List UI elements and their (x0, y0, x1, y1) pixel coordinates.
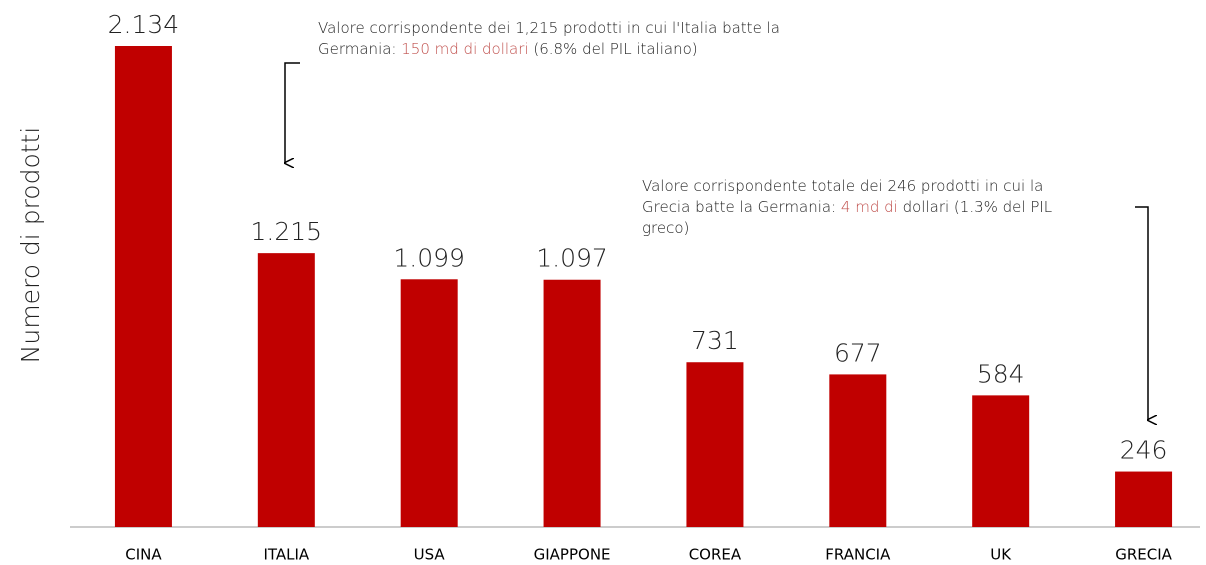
data-label: 246 (1120, 436, 1168, 465)
bar (257, 253, 315, 527)
bar (972, 395, 1030, 527)
bar (543, 279, 601, 527)
bar (686, 362, 744, 527)
annotation-text: 150 md di dollari (401, 40, 529, 58)
annotation-text: 4 md di (840, 198, 898, 216)
annotation-text: Valore corrispondente dei 1,215 prodotti… (318, 19, 780, 58)
data-label: 1.215 (251, 217, 323, 246)
x-tick-label: ITALIA (263, 546, 309, 564)
arrow (285, 62, 300, 163)
x-tick-label: FRANCIA (825, 546, 891, 564)
data-label: 584 (977, 359, 1025, 388)
x-tick-label: UK (990, 546, 1012, 564)
annotation-text: (6.8% del PIL italiano) (528, 40, 698, 58)
x-tick-label: CINA (125, 546, 162, 564)
bar (400, 279, 458, 527)
annotation: Valore corrispondente dei 1,215 prodotti… (318, 18, 838, 60)
annotation-text: Valore corrispondente totale dei 246 pro… (642, 177, 1044, 216)
annotation: Valore corrispondente totale dei 246 pro… (642, 176, 1092, 239)
arrow (1135, 206, 1148, 420)
bar (114, 46, 172, 527)
data-label: 2.134 (108, 10, 180, 39)
data-label: 677 (834, 338, 882, 367)
bar (829, 374, 887, 527)
bar (1115, 471, 1173, 527)
x-tick-label: GIAPPONE (534, 546, 611, 564)
x-tick-label: USA (414, 546, 446, 564)
data-label: 1.097 (536, 244, 608, 273)
x-tick-label: GRECIA (1115, 546, 1172, 564)
data-label: 1.099 (393, 243, 465, 272)
x-tick-label: COREA (689, 546, 742, 564)
data-label: 731 (691, 326, 739, 355)
y-axis-label: Numero di prodotti (16, 127, 45, 364)
annotation-text: dollari (1.3% del PIL greco) (642, 198, 1053, 237)
